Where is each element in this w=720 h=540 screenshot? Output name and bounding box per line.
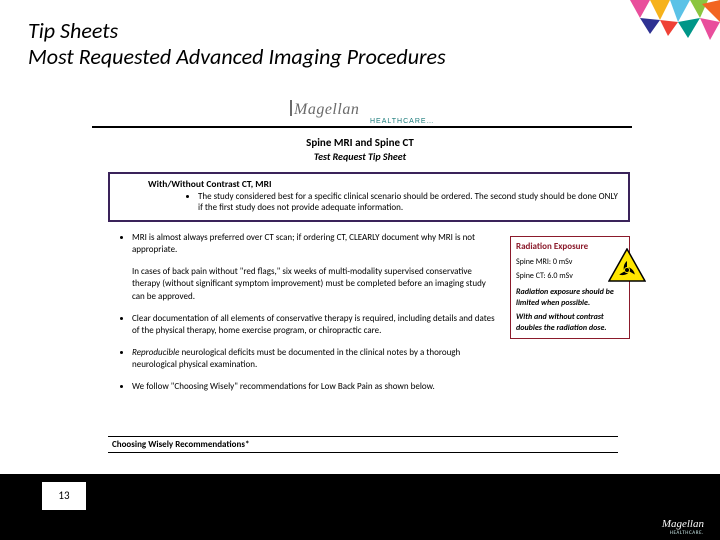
brand-logo: Magellan: [290, 100, 359, 119]
page-number: 13: [42, 482, 86, 510]
body-text: MRI is almost always preferred over CT s…: [116, 232, 496, 403]
radiation-icon: [608, 248, 646, 282]
sheet-subtitle: Test Request Tip Sheet: [0, 150, 720, 163]
title-line-1: Tip Sheets: [28, 18, 446, 44]
body-item: MRI is almost always preferred over CT s…: [132, 232, 496, 256]
footer-logo: Magellan: [662, 518, 704, 530]
footer-bar: [0, 474, 720, 540]
choosing-wisely-bar: Choosing Wisely Recommendations*: [108, 436, 618, 453]
radiation-note: Radiation exposure should be limited whe…: [516, 287, 624, 308]
sheet-title: Spine MRI and Spine CT: [0, 136, 720, 149]
body-subpara: In cases of back pain without "red flags…: [132, 266, 496, 302]
slide-title: Tip Sheets Most Requested Advanced Imagi…: [28, 18, 446, 71]
radiation-note: With and without contrast doubles the ra…: [516, 312, 624, 333]
footer-logo-sub: HEALTHCARE.: [670, 530, 704, 536]
brand-sub: HEALTHCARE…: [370, 118, 435, 125]
brand-name: Magellan: [294, 101, 359, 118]
divider: [92, 126, 632, 128]
title-line-2: Most Requested Advanced Imaging Procedur…: [28, 44, 446, 70]
contrast-box: With/Without Contrast CT, MRI The study …: [108, 172, 630, 222]
body-item: Reproducible neurological deficits must …: [132, 347, 496, 371]
contrast-bullet: The study considered best for a specific…: [198, 192, 620, 214]
corner-shapes-icon: [620, 0, 720, 50]
contrast-heading: With/Without Contrast CT, MRI: [148, 178, 620, 190]
body-item: We follow "Choosing Wisely" recommendati…: [132, 381, 496, 393]
body-item: Clear documentation of all elements of c…: [132, 313, 496, 337]
